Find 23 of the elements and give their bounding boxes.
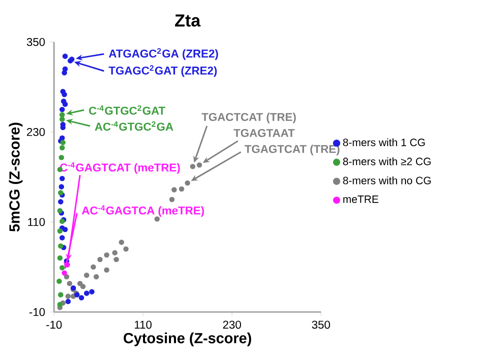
annotation: TGAGTCAT (TRE): [244, 144, 340, 156]
annotation: AC$^{-4}$GTGC$^{2}$GA: [94, 121, 174, 131]
annotation: C$^{-4}$GTGC$^{2}$GAT: [89, 105, 166, 115]
annotation: AC$^{-4}$GAGTCA (meTRE): [82, 205, 204, 217]
y-tick-label: 230: [26, 128, 45, 136]
y-tick-label: 350: [26, 38, 45, 46]
y-tick-label: -10: [29, 308, 45, 316]
chart-title: Zta: [175, 14, 201, 27]
x-tick-label: 350: [312, 320, 330, 329]
annotation: TGAGTAAT: [234, 128, 295, 138]
legend-label: meTRE: [343, 196, 378, 203]
legend-label: 8-mers with no CG: [343, 176, 431, 184]
annotation: TGAGC$^{2}$GAT (ZRE2): [108, 65, 217, 77]
x-tick-label: -10: [46, 320, 62, 329]
legend-label: 8-mers with 1 CG: [343, 138, 425, 146]
legend-label: 8-mers with ≥2 CG: [343, 157, 431, 166]
y-tick-label: 110: [28, 218, 45, 226]
y-axis-title: 5mCG (Z-score): [8, 122, 23, 232]
x-tick-label: 230: [223, 320, 242, 329]
annotation: TGACTCAT (TRE): [202, 112, 296, 124]
x-tick-label: 110: [134, 320, 152, 329]
annotation: ATGAGC$^{2}$GA (ZRE2): [108, 48, 218, 60]
x-axis-title: Cytosine (Z-score): [124, 332, 252, 346]
